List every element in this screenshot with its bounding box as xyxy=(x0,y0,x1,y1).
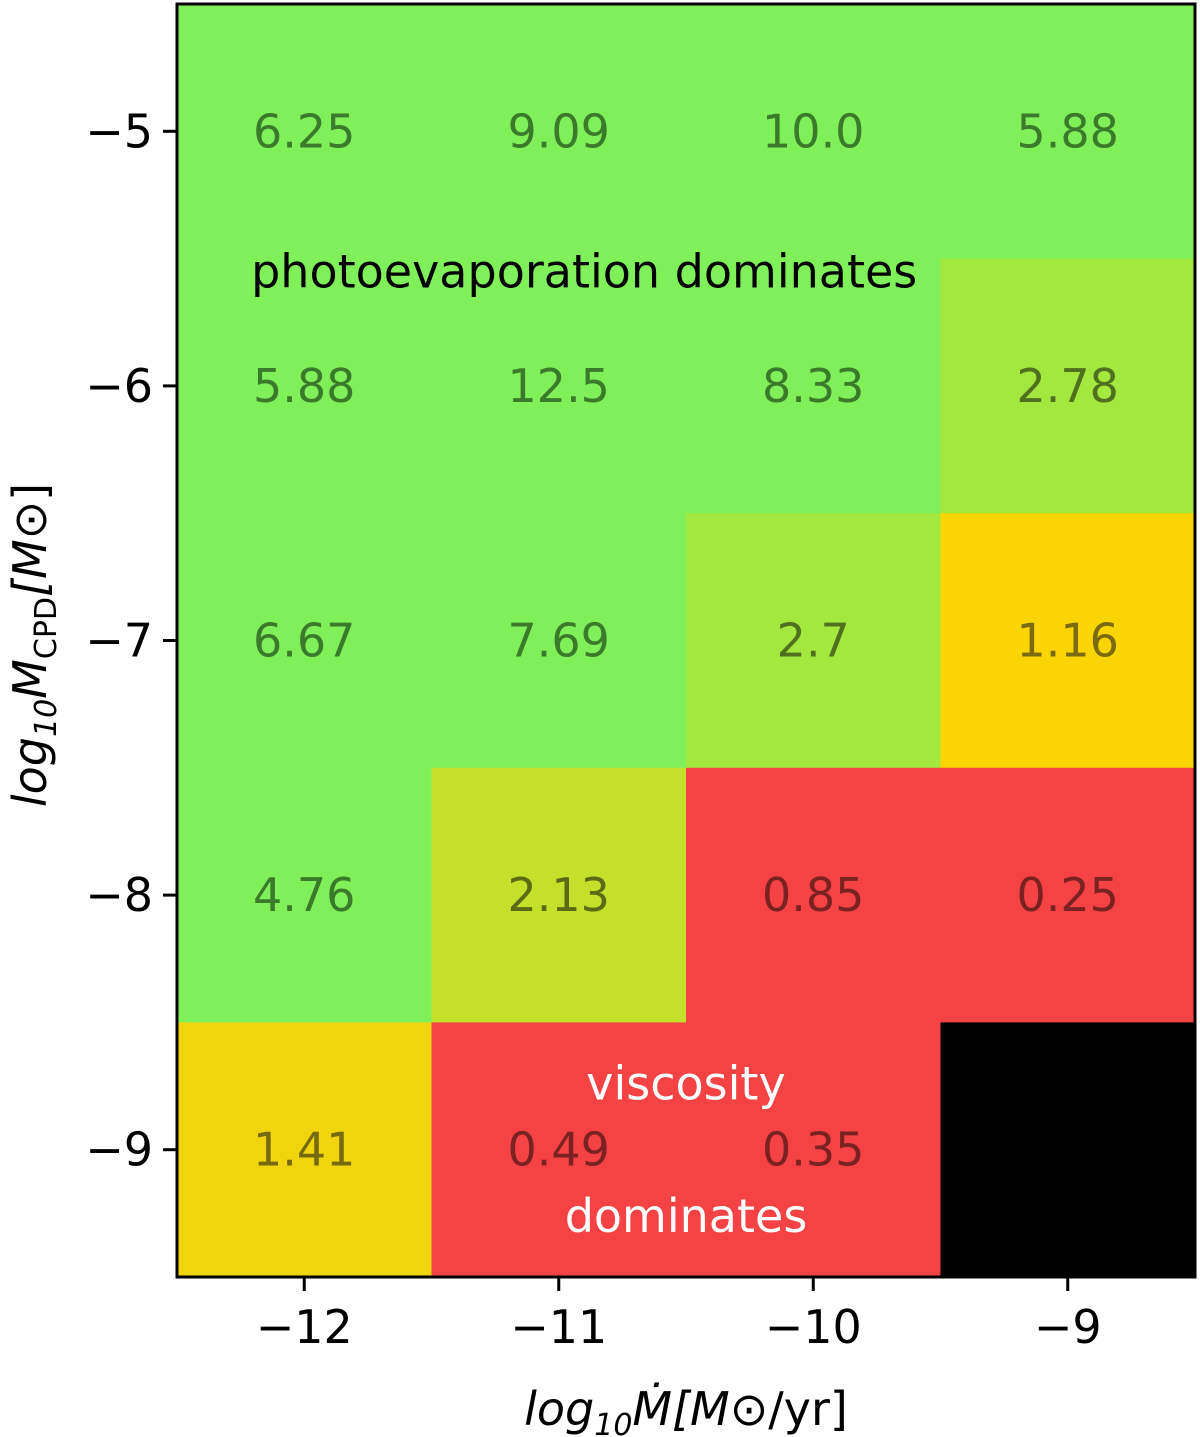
cell-value-label: 12.5 xyxy=(508,359,610,413)
x-tick-label: −12 xyxy=(256,1300,353,1354)
cell-value-label: 6.67 xyxy=(253,614,355,668)
heatmap-cell xyxy=(940,767,1196,1023)
annotations: photoevaporation dominates viscosity domin… xyxy=(251,244,917,1243)
heatmap-cell xyxy=(177,767,432,1023)
x-axis-ticks: −12 −11 −10 −9 xyxy=(256,1277,1102,1354)
cell-value-label: 5.88 xyxy=(253,359,355,413)
heatmap-cell xyxy=(686,767,941,1023)
y-tick-label: −9 xyxy=(85,1123,153,1177)
heatmap-cell xyxy=(431,258,687,514)
cell-value-label: 5.88 xyxy=(1017,104,1119,158)
heatmap-cell xyxy=(940,4,1196,260)
x-tick-label: −10 xyxy=(765,1300,862,1354)
heatmap-cell xyxy=(177,1022,432,1278)
annotation-text: dominates xyxy=(565,1189,808,1243)
heatmap-cell xyxy=(431,513,687,769)
cell-value-label: 0.49 xyxy=(508,1123,610,1177)
cell-value-label: 1.41 xyxy=(253,1123,355,1177)
heatmap-cell xyxy=(177,513,432,769)
y-axis-ticks: −5 −6 −7 −8 −9 xyxy=(85,104,177,1177)
cell-value-label: 1.16 xyxy=(1017,614,1119,668)
y-tick-label: −8 xyxy=(85,868,153,922)
annotation-text: photoevaporation dominates xyxy=(251,244,917,298)
y-tick-label: −6 xyxy=(85,359,153,413)
heatmap-cells xyxy=(177,4,1196,1278)
y-tick-label: −5 xyxy=(85,104,153,158)
y-tick-label: −7 xyxy=(85,614,153,668)
x-tick-label: −9 xyxy=(1034,1300,1102,1354)
heatmap-cell xyxy=(431,4,687,260)
cell-value-label: 6.25 xyxy=(253,104,355,158)
cell-value-label: 0.85 xyxy=(762,868,864,922)
annotation-text: viscosity xyxy=(586,1057,785,1111)
x-tick-label: −11 xyxy=(510,1300,607,1354)
cell-value-label: 2.7 xyxy=(777,614,850,668)
cell-value-label: 2.13 xyxy=(508,868,610,922)
cell-value-label: 4.76 xyxy=(253,868,355,922)
heatmap-cell xyxy=(940,1022,1196,1278)
cell-value-label: 0.25 xyxy=(1017,868,1119,922)
heatmap-cell xyxy=(431,767,687,1023)
heatmap-cell xyxy=(686,1022,941,1278)
cell-value-label: 2.78 xyxy=(1017,359,1119,413)
heatmap-cell xyxy=(686,4,941,260)
cell-value-labels: 6.25 9.09 10.0 5.88 5.88 12.5 8.33 2.78 6.67 7.69… xyxy=(253,104,1119,1176)
y-axis-label: log10MCPD[M⊙] xyxy=(3,483,64,807)
heatmap-cell xyxy=(177,4,432,260)
x-axis-label: log10Ṁ[M⊙/yr] xyxy=(524,1382,848,1437)
cell-value-label: 8.33 xyxy=(762,359,864,413)
heatmap-cell xyxy=(431,1022,687,1278)
cell-value-label: 7.69 xyxy=(508,614,610,668)
cell-value-label: 10.0 xyxy=(762,104,864,158)
heatmap-cell xyxy=(177,258,432,514)
heatmap-cell xyxy=(940,513,1196,769)
heatmap-cell xyxy=(940,258,1196,514)
cell-value-label: 0.35 xyxy=(762,1123,864,1177)
heatmap-cell xyxy=(686,513,941,769)
heatmap-cell xyxy=(686,258,941,514)
cell-value-label: 9.09 xyxy=(508,104,610,158)
